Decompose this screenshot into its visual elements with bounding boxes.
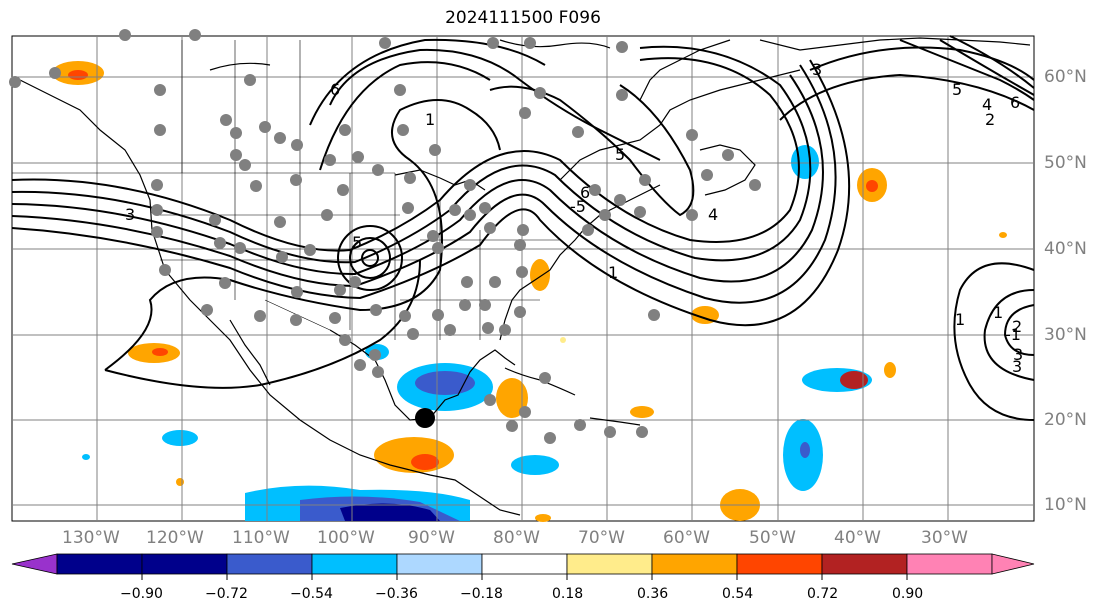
contour-label: 6 <box>580 183 590 202</box>
contour-label: 1 <box>425 110 435 129</box>
contour-label: -5 <box>570 197 586 216</box>
colorbar-tick-label: 0.18 <box>552 586 584 602</box>
latitude-label: 20°N <box>1044 410 1087 430</box>
contour-label: 6 <box>1010 93 1020 112</box>
contour-label: -1 <box>1005 325 1021 344</box>
highlight-point <box>415 408 435 428</box>
contour-label: 5 <box>952 80 962 99</box>
contour-label: 3 <box>125 205 135 224</box>
contour-label: 1 <box>608 263 618 282</box>
contour-label: 3 <box>1012 357 1022 376</box>
colorbar-tick-label: 0.36 <box>637 586 669 602</box>
contour-labels: 3 5 1 6 -5 1 5 6 4 3 1 -1 5 4 6 2 1 2 3 … <box>125 60 1023 376</box>
contour-label: 2 <box>985 110 995 129</box>
colorbar-ticks <box>141 574 908 580</box>
latitude-label: 50°N <box>1044 153 1087 173</box>
colorbar-tick-label: −0.54 <box>290 586 333 602</box>
longitude-label: 120°W <box>146 528 204 548</box>
latitude-label: 30°N <box>1044 325 1087 345</box>
latitude-label: 40°N <box>1044 239 1087 259</box>
longitude-label: 30°W <box>921 528 968 548</box>
longitude-label: 50°W <box>749 528 796 548</box>
colorbar-tick-label: 0.54 <box>722 586 754 602</box>
contour-label: 4 <box>982 95 992 114</box>
colorbar-tick-label: −0.90 <box>120 586 163 602</box>
longitude-label: 70°W <box>578 528 625 548</box>
colorbar-tick-label: −0.36 <box>375 586 418 602</box>
longitude-label: 110°W <box>232 528 290 548</box>
map-title: 2024111500 F096 <box>445 8 601 28</box>
longitude-label: 90°W <box>408 528 455 548</box>
latitude-label: 60°N <box>1044 67 1087 87</box>
latitude-label: 10°N <box>1044 495 1087 515</box>
colorbar-tick-label: 0.72 <box>807 586 839 602</box>
colorbar <box>11 553 1035 575</box>
contour-label: 4 <box>708 205 718 224</box>
longitude-label: 100°W <box>317 528 375 548</box>
contour-label: 5 <box>615 145 625 164</box>
colorbar-tick-label: −0.18 <box>460 586 503 602</box>
station-markers <box>9 29 761 444</box>
contour-label: 1 <box>993 303 1003 322</box>
colorbar-tick-label: −0.72 <box>205 586 248 602</box>
political-boundaries <box>12 40 560 340</box>
height-contours <box>11 35 1035 421</box>
longitude-label: 80°W <box>493 528 540 548</box>
contour-label: 6 <box>330 80 340 99</box>
graticule <box>12 36 1034 521</box>
contour-label: 2 <box>1012 317 1022 336</box>
colorbar-tick-label: 0.90 <box>892 586 924 602</box>
contour-label: 3 <box>1013 345 1023 364</box>
longitude-label: 130°W <box>62 528 120 548</box>
longitude-label: 40°W <box>834 528 881 548</box>
contour-label: 5 <box>352 233 362 252</box>
longitude-label: 60°W <box>663 528 710 548</box>
contour-label: 1 <box>955 310 965 329</box>
contour-label: 3 <box>812 60 822 79</box>
coastlines <box>19 37 1031 516</box>
